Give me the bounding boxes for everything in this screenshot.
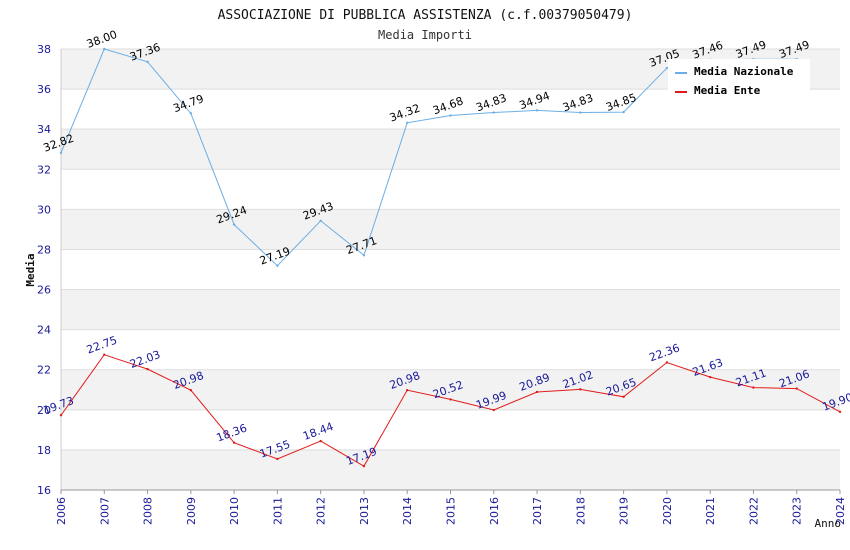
data-point bbox=[406, 388, 409, 392]
data-label: 22.03 bbox=[128, 348, 162, 371]
data-point bbox=[535, 390, 539, 394]
data-point bbox=[59, 414, 63, 417]
legend-label-media-ente: Media Ente bbox=[694, 84, 761, 97]
data-point bbox=[146, 367, 149, 371]
data-point bbox=[276, 457, 279, 461]
x-tick-label: 2015 bbox=[445, 497, 458, 525]
data-point bbox=[579, 111, 582, 114]
x-tick-label: 2020 bbox=[661, 497, 674, 525]
data-point bbox=[232, 441, 236, 444]
data-label: 34.83 bbox=[474, 91, 508, 114]
data-label: 34.94 bbox=[518, 89, 552, 112]
data-label: 34.85 bbox=[604, 91, 638, 114]
data-point bbox=[492, 111, 495, 114]
y-tick-label: 20 bbox=[37, 404, 51, 417]
legend-label-media-nazionale: Media Nazionale bbox=[694, 65, 794, 78]
data-point bbox=[535, 109, 539, 112]
data-point bbox=[362, 254, 366, 257]
data-point bbox=[362, 464, 366, 468]
y-tick-label: 30 bbox=[37, 203, 51, 216]
chart-title: ASSOCIAZIONE DI PUBBLICA ASSISTENZA (c.f… bbox=[218, 8, 633, 23]
legend-background bbox=[668, 59, 810, 100]
x-tick-label: 2023 bbox=[791, 497, 804, 525]
x-tick-label: 2017 bbox=[531, 497, 544, 525]
data-point bbox=[795, 387, 798, 390]
data-label: 22.36 bbox=[647, 341, 681, 364]
band-28-30 bbox=[61, 209, 840, 250]
y-tick-label: 38 bbox=[37, 43, 51, 56]
y-axis: 16 18 20 22 24 26 28 30 32 34 36 38 bbox=[37, 43, 62, 497]
data-point bbox=[319, 219, 322, 222]
data-point bbox=[189, 112, 193, 115]
x-tick-label: 2018 bbox=[574, 497, 587, 525]
x-tick-label: 2011 bbox=[271, 497, 284, 525]
y-tick-label: 34 bbox=[37, 123, 51, 136]
x-tick-label: 2016 bbox=[488, 497, 501, 525]
y-tick-label: 24 bbox=[37, 324, 51, 337]
x-tick-label: 2019 bbox=[618, 497, 631, 525]
x-tick-label: 2010 bbox=[228, 497, 241, 525]
data-label: 34.68 bbox=[431, 94, 465, 117]
y-axis-label: Media bbox=[24, 253, 37, 286]
band-24-26 bbox=[61, 289, 840, 330]
data-point bbox=[189, 388, 193, 392]
x-tick-label: 2008 bbox=[142, 497, 155, 525]
x-tick-label: 2006 bbox=[55, 497, 68, 525]
data-point bbox=[492, 408, 495, 412]
x-tick-label: 2021 bbox=[704, 497, 717, 525]
data-label: 34.83 bbox=[561, 91, 595, 114]
x-tick-label: 2009 bbox=[185, 497, 198, 525]
x-axis: 2006 2007 2008 2009 2010 2011 2012 2013 2014 2015… bbox=[55, 489, 847, 525]
x-tick-label: 2014 bbox=[401, 497, 414, 525]
x-tick-label: 2024 bbox=[834, 497, 847, 525]
data-label: 38.00 bbox=[85, 28, 119, 51]
data-point bbox=[276, 264, 279, 267]
x-axis-label: Anno bbox=[815, 517, 842, 530]
legend: Media Nazionale Media Ente bbox=[668, 59, 810, 100]
data-point bbox=[752, 386, 755, 389]
data-label: 22.75 bbox=[85, 334, 119, 357]
y-tick-label: 22 bbox=[37, 364, 51, 377]
data-point bbox=[406, 121, 409, 124]
data-point bbox=[59, 151, 63, 155]
data-point bbox=[622, 395, 625, 398]
band-32-34 bbox=[61, 129, 840, 170]
data-point bbox=[838, 410, 842, 414]
data-point bbox=[708, 375, 712, 379]
data-point bbox=[449, 114, 452, 117]
x-tick-label: 2013 bbox=[358, 497, 371, 525]
data-point bbox=[232, 223, 236, 226]
data-point bbox=[665, 66, 669, 70]
data-point bbox=[579, 388, 582, 391]
data-point bbox=[319, 439, 322, 443]
data-point bbox=[103, 47, 106, 51]
x-tick-label: 2022 bbox=[747, 497, 760, 525]
y-tick-label: 28 bbox=[37, 243, 51, 256]
y-tick-label: 36 bbox=[37, 83, 51, 96]
data-point bbox=[622, 110, 625, 114]
x-tick-label: 2012 bbox=[315, 497, 328, 525]
data-label: 19.73 bbox=[42, 394, 76, 417]
data-point bbox=[665, 361, 669, 364]
band-16-18 bbox=[61, 449, 840, 490]
data-point bbox=[146, 60, 149, 64]
data-label: 18.44 bbox=[301, 420, 335, 443]
data-point bbox=[103, 353, 106, 356]
y-tick-label: 26 bbox=[37, 284, 51, 297]
chart-subtitle: Media Importi bbox=[378, 28, 472, 42]
y-tick-label: 16 bbox=[37, 484, 51, 497]
x-tick-label: 2007 bbox=[98, 497, 111, 525]
y-tick-label: 32 bbox=[37, 163, 51, 176]
data-point bbox=[449, 398, 452, 401]
y-tick-label: 18 bbox=[37, 444, 51, 457]
